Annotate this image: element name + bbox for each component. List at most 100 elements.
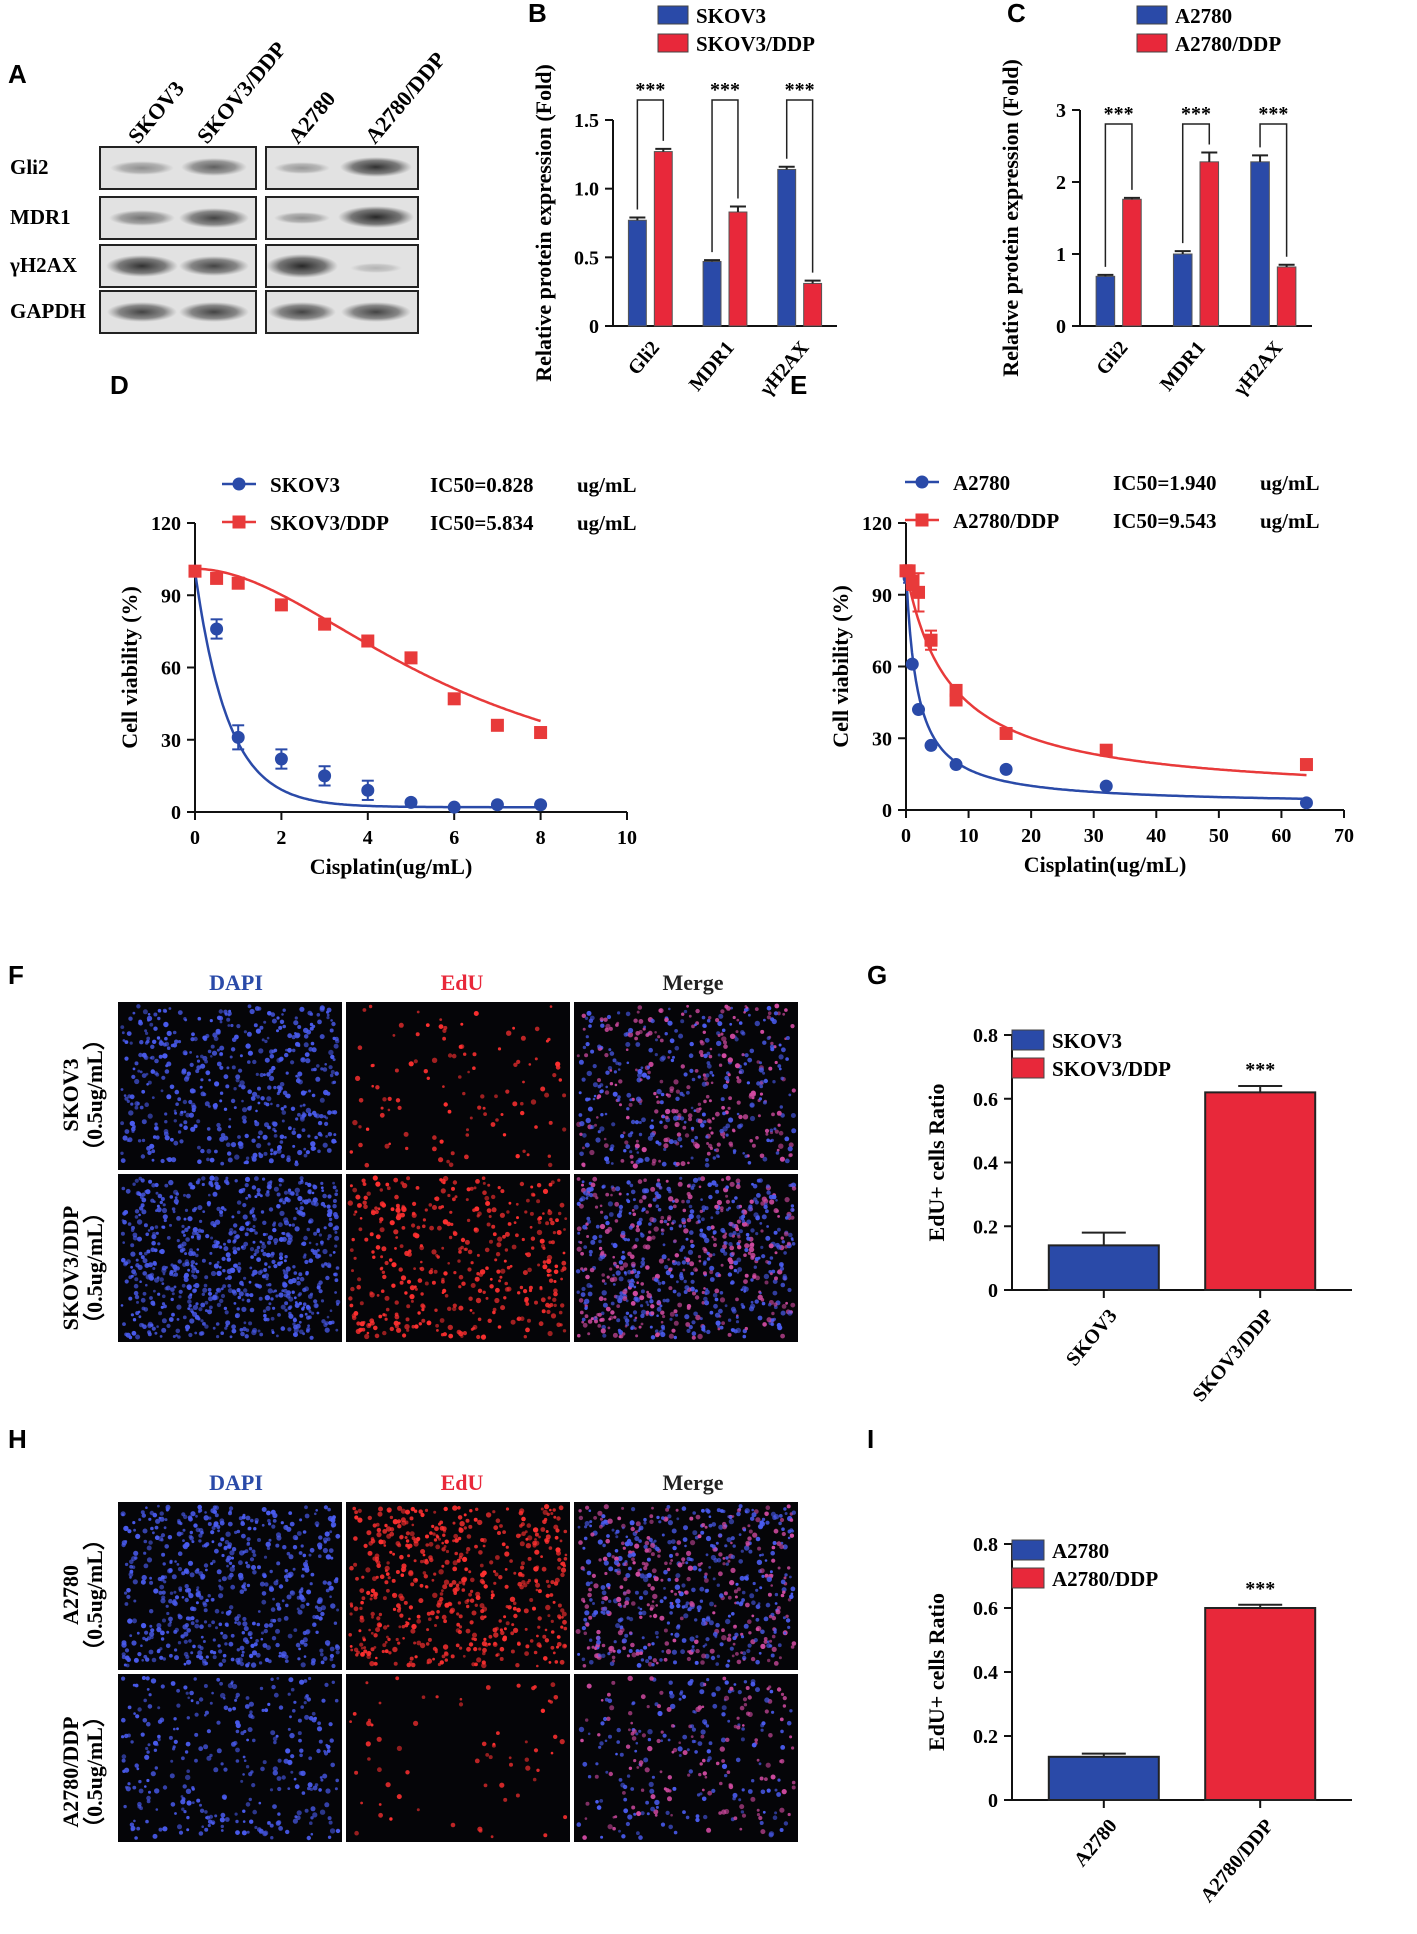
significance-label: *** [1245,1578,1275,1600]
microscopy-image [346,1674,570,1842]
bar [803,282,823,327]
x-tick-label: 60 [1271,825,1291,847]
data-point [905,657,919,671]
y-tick-label: 0 [882,800,892,822]
x-tick-label: 2 [276,827,286,849]
panel-letter-c: C [1007,0,1026,28]
wb-row-label: MDR1 [10,205,71,229]
cell-nuclei [576,1003,797,1169]
significance-label: *** [1245,1059,1275,1081]
panel-letter-i: I [867,1424,874,1454]
legend-swatch [1136,33,1168,53]
fit-curve [193,571,541,809]
wb-blot-right [265,146,419,334]
data-point [924,633,938,647]
wb-blot-left [99,146,257,334]
bar [728,211,748,327]
chart-g: 0 0.2 0.4 0.6 0.8 EdU+ cells Ratio SKOV3 SKOV3/… [924,1025,1352,1406]
micro-row-label: A2780/DDP [58,1716,83,1827]
y-tick-label: 30 [872,728,892,750]
y-tick-label: 0 [1056,316,1066,338]
x-tick-label: 30 [1084,825,1104,847]
legend-ic50: IC50=5.834 [430,511,534,535]
legend-swatch [657,5,689,25]
significance-label: *** [635,79,665,101]
legend-label: SKOV3/DDP [1052,1057,1171,1081]
significance-bracket [1259,123,1288,257]
y-tick-label: 2 [1056,172,1066,194]
cell-nuclei [576,1675,796,1840]
data-point [210,622,224,636]
y-tick-label: 120 [862,513,892,535]
bar [1199,161,1220,327]
chart-d: 0 30 60 90 120 0 2 4 6 8 10 Cisplatin(ug/mL) Cell vi… [117,473,637,879]
y-tick-label: 90 [161,585,181,607]
panel-letter-a: A [8,59,27,89]
micro-row-dose: （0.5ug/mL） [82,1528,107,1662]
legend-label: A2780/DDP [1175,32,1281,56]
x-axis-title: Cisplatin(ug/mL) [310,854,473,879]
x-tick-label: 0 [190,827,200,849]
data-point [999,726,1013,740]
legend-label: A2780 [953,471,1010,495]
y-tick-label: 120 [151,513,181,535]
data-point [490,718,504,732]
microscopy-f: DAPI EdU Merge SKOV3 （0.5ug/mL） SKOV3/DD… [58,970,798,1342]
x-tick-label: 0 [901,825,911,847]
wb-row-label: γH2AX [9,253,77,277]
significance-label: *** [710,79,740,101]
legend-marker [915,513,929,527]
y-tick-label: 0.8 [973,1534,998,1556]
cell-nuclei [121,1676,341,1841]
y-tick-label: 0.6 [973,1598,998,1620]
data-point [188,564,202,578]
legend-ic50: IC50=9.543 [1113,509,1217,533]
bar [627,219,647,327]
wb-row-label: Gli2 [10,155,49,179]
panel-letter-e: E [790,370,807,400]
x-tick-label: γH2AX [1229,337,1288,401]
significance-bracket [1181,123,1211,244]
x-tick-label: 6 [449,827,459,849]
micro-col-dapi: DAPI [209,1470,263,1495]
data-point [1099,743,1113,757]
legend-label: SKOV3 [1052,1029,1122,1053]
data-point [318,769,332,783]
wb-lane-label: A2780/DDP [360,47,451,148]
wb-lane-label: A2780 [283,86,341,148]
data-point [1299,796,1313,810]
y-axis-title: Cell viability (%) [828,585,853,748]
y-tick-label: 0.6 [973,1089,998,1111]
y-tick-label: 1.5 [574,110,599,132]
bar [1122,198,1142,327]
data-point [949,693,963,707]
panel-letter-f: F [8,960,24,990]
data-point [999,762,1013,776]
legend-marker [915,475,929,489]
x-axis-title: Cisplatin(ug/mL) [1024,852,1187,877]
legend-label: A2780/DDP [1052,1567,1158,1591]
cell-nuclei [120,1175,341,1340]
micro-col-edu: EdU [441,1470,484,1495]
y-tick-label: 0.8 [973,1025,998,1047]
chart-b: 0 0.5 1.0 1.5 Relative protein expression (F… [531,4,837,401]
cell-nuclei [120,1004,340,1167]
y-tick-label: 1 [1056,244,1066,266]
y-tick-label: 0.2 [973,1726,998,1748]
y-tick-label: 0.5 [574,247,599,269]
data-point [534,726,548,740]
data-point [490,798,504,812]
y-axis-title: Relative protein expression (Fold) [998,59,1023,377]
y-axis-title: EdU+ cells Ratio [924,1593,949,1751]
data-point [447,692,461,706]
x-tick-label: Gli2 [624,337,664,379]
micro-row-label: SKOV3/DDP [58,1206,83,1331]
chart-i: 0 0.2 0.4 0.6 0.8 EdU+ cells Ratio A2780 A2780/… [924,1534,1352,1907]
data-point [902,564,916,578]
micro-col-merge: Merge [662,970,723,995]
micro-col-merge: Merge [662,1470,723,1495]
x-tick-label: A2780 [1070,1815,1122,1871]
legend-label: SKOV3 [270,473,340,497]
legend-ic50: IC50=0.828 [430,473,534,497]
